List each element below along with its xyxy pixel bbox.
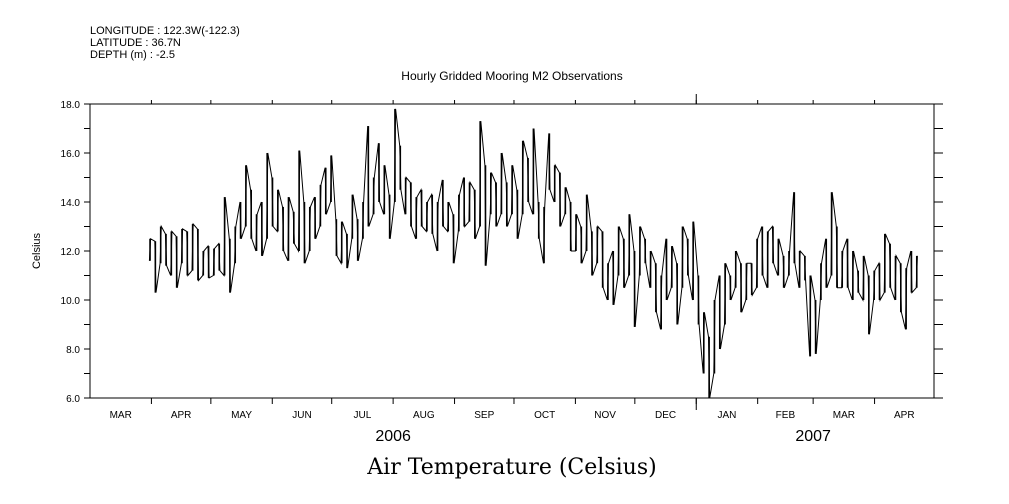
year-label: 2006: [375, 428, 411, 445]
y-tick-label: 14.0: [61, 198, 81, 209]
y-tick-label: 8.0: [66, 345, 80, 356]
x-tick-label: FEB: [776, 410, 796, 421]
x-tick-label: NOV: [594, 410, 616, 421]
x-tick-label: MAR: [833, 410, 855, 421]
chart-subtitle: Air Temperature (Celsius): [366, 455, 656, 480]
x-tick-label: APR: [171, 410, 192, 421]
x-tick-label: AUG: [413, 410, 435, 421]
y-tick-label: 10.0: [61, 296, 81, 307]
x-tick-label: OCT: [534, 410, 555, 421]
y-tick-label: 16.0: [61, 149, 81, 160]
series-line: [148, 108, 918, 399]
depth-label: DEPTH (m) : -2.5: [90, 49, 175, 61]
series-air-temperature: [148, 108, 918, 399]
y-tick-label: 12.0: [61, 247, 81, 258]
year-label: 2007: [795, 428, 831, 445]
longitude-label: LONGITUDE : 122.3W(-122.3): [90, 25, 240, 37]
x-tick-label: JUN: [292, 410, 311, 421]
chart-title: Hourly Gridded Mooring M2 Observations: [401, 69, 622, 83]
x-tick-label: JAN: [718, 410, 737, 421]
y-axis-label: Celsius: [31, 232, 43, 269]
x-tick-label: JUL: [354, 410, 372, 421]
x-tick-label: MAY: [231, 410, 252, 421]
plot-frame: [89, 103, 935, 399]
x-tick-label: MAR: [110, 410, 132, 421]
x-tick-label: SEP: [474, 410, 494, 421]
x-tick-label: APR: [894, 410, 915, 421]
axes: 6.0 8.0 10.0 12.0 14.0 16.0 18.0 MAR APR MAY JUN JU…: [61, 94, 943, 445]
latitude-label: LATITUDE : 36.7N: [90, 37, 181, 49]
y-tick-label: 6.0: [66, 394, 80, 405]
x-tick-label: DEC: [655, 410, 676, 421]
y-tick-label: 18.0: [61, 100, 81, 111]
